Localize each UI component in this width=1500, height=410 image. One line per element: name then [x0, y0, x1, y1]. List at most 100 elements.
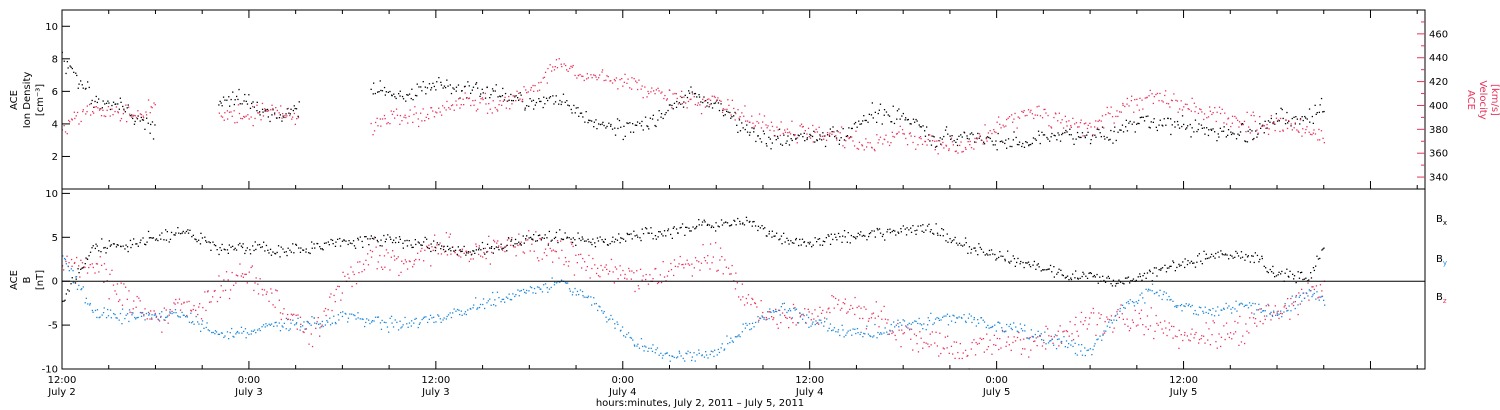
- bx-series-point: [302, 249, 305, 251]
- by-series-point: [943, 315, 945, 317]
- by-series-point: [475, 297, 477, 299]
- bx-series-point: [454, 249, 457, 251]
- bx-series-point: [1070, 278, 1073, 281]
- bx-series-point: [811, 246, 813, 248]
- by-series-point: [851, 334, 853, 336]
- by-series-point: [119, 312, 122, 315]
- bx-series-point: [1198, 253, 1200, 255]
- bz-series-point: [826, 311, 828, 313]
- ion-density-series-point: [623, 125, 625, 127]
- velocity-series-point: [154, 104, 156, 106]
- ion-density-series-point: [562, 93, 565, 95]
- velocity-series-point: [1301, 135, 1303, 137]
- bz-series-point: [1146, 315, 1149, 317]
- velocity-series-point: [622, 85, 624, 87]
- velocity-series-point: [153, 102, 155, 104]
- bx-series-point: [1247, 255, 1249, 257]
- bz-series-point: [734, 288, 737, 290]
- by-series-point: [75, 276, 78, 278]
- bx-series-point: [546, 237, 548, 239]
- ion-density-series-point: [1264, 120, 1266, 122]
- bx-series-point: [216, 249, 218, 251]
- velocity-series-point: [1272, 122, 1274, 124]
- by-series-point: [1127, 300, 1129, 303]
- velocity-series-point: [950, 137, 953, 139]
- ion-density-series-point: [664, 113, 666, 116]
- bx-series-point: [580, 239, 582, 242]
- bz-series-point: [679, 255, 681, 258]
- bx-series-point: [698, 224, 700, 226]
- bz-series-point: [1254, 318, 1257, 320]
- velocity-series-point: [760, 127, 763, 129]
- ion-density-series-point: [867, 121, 869, 123]
- bz-series-point: [1265, 305, 1267, 307]
- bx-series-point: [319, 246, 321, 248]
- velocity-series-point: [766, 127, 768, 129]
- velocity-series-point: [424, 120, 426, 122]
- velocity-series-point: [896, 132, 898, 135]
- by-series-point: [1096, 339, 1098, 341]
- by-series-point: [1228, 305, 1230, 307]
- ion-density-series-point: [1246, 141, 1249, 143]
- bx-series-point: [1027, 261, 1030, 263]
- velocity-series-point: [502, 100, 504, 102]
- bz-series-point: [1098, 312, 1100, 314]
- velocity-series-point: [646, 96, 648, 98]
- by-series-point: [591, 304, 593, 306]
- bx-series-point: [311, 247, 313, 249]
- bx-series-point: [548, 230, 550, 233]
- ion-density-series-point: [835, 137, 838, 139]
- by-series-point: [1215, 310, 1217, 312]
- ion-density-series-point: [881, 123, 883, 125]
- by-series-point: [110, 317, 112, 319]
- bz-series-point: [654, 268, 656, 270]
- ion-density-series-point: [1075, 138, 1077, 140]
- bx-series-point: [71, 277, 73, 279]
- bx-series-point: [636, 234, 638, 236]
- bz-series-point: [613, 282, 615, 284]
- bz-series-point: [1248, 332, 1250, 334]
- by-series-point: [486, 302, 488, 304]
- velocity-series-point: [100, 108, 102, 110]
- bz-series-point: [944, 336, 946, 338]
- ion-density-series-point: [1196, 130, 1198, 133]
- by-series-point: [1019, 323, 1021, 325]
- bz-series-point: [877, 315, 879, 317]
- bz-series-point: [436, 244, 438, 246]
- by-series-point: [677, 356, 679, 358]
- bz-series-point: [504, 250, 506, 253]
- ion-density-series-point: [783, 134, 785, 136]
- bz-series-point: [544, 248, 547, 250]
- bz-series-point: [376, 268, 378, 270]
- bx-series-point: [187, 232, 190, 234]
- bz-series-point: [1045, 325, 1047, 327]
- ion-density-series-point: [93, 106, 95, 108]
- top-right-ylabel-line-3: [km/s]: [1489, 84, 1500, 116]
- ion-density-series-point: [1290, 125, 1292, 127]
- velocity-series-point: [560, 63, 562, 65]
- bz-series-point: [549, 247, 551, 250]
- velocity-series-point: [532, 84, 534, 87]
- ion-density-series-point: [1018, 141, 1021, 143]
- bx-series-point: [1222, 254, 1224, 256]
- bz-series-point: [348, 277, 350, 279]
- velocity-series-point: [1000, 127, 1002, 129]
- bz-series-point: [518, 233, 520, 235]
- by-series-point: [1240, 302, 1242, 304]
- by-series-point: [467, 309, 469, 311]
- bx-series-point: [426, 246, 429, 249]
- velocity-series-point: [280, 105, 282, 107]
- bx-series-point: [1160, 267, 1162, 270]
- velocity-series-point: [1152, 102, 1154, 105]
- velocity-series-point: [1195, 106, 1197, 108]
- bz-series-point: [1056, 335, 1058, 337]
- ion-density-series-point: [1174, 121, 1176, 123]
- velocity-series-point: [107, 106, 110, 108]
- ion-density-series-point: [219, 100, 221, 102]
- bz-series-point: [1093, 312, 1095, 314]
- bz-series-point: [1030, 349, 1032, 351]
- ion-density-series-point: [418, 86, 420, 88]
- bz-series-point: [721, 256, 723, 258]
- by-series-point: [102, 312, 105, 314]
- bx-series-point: [866, 239, 868, 241]
